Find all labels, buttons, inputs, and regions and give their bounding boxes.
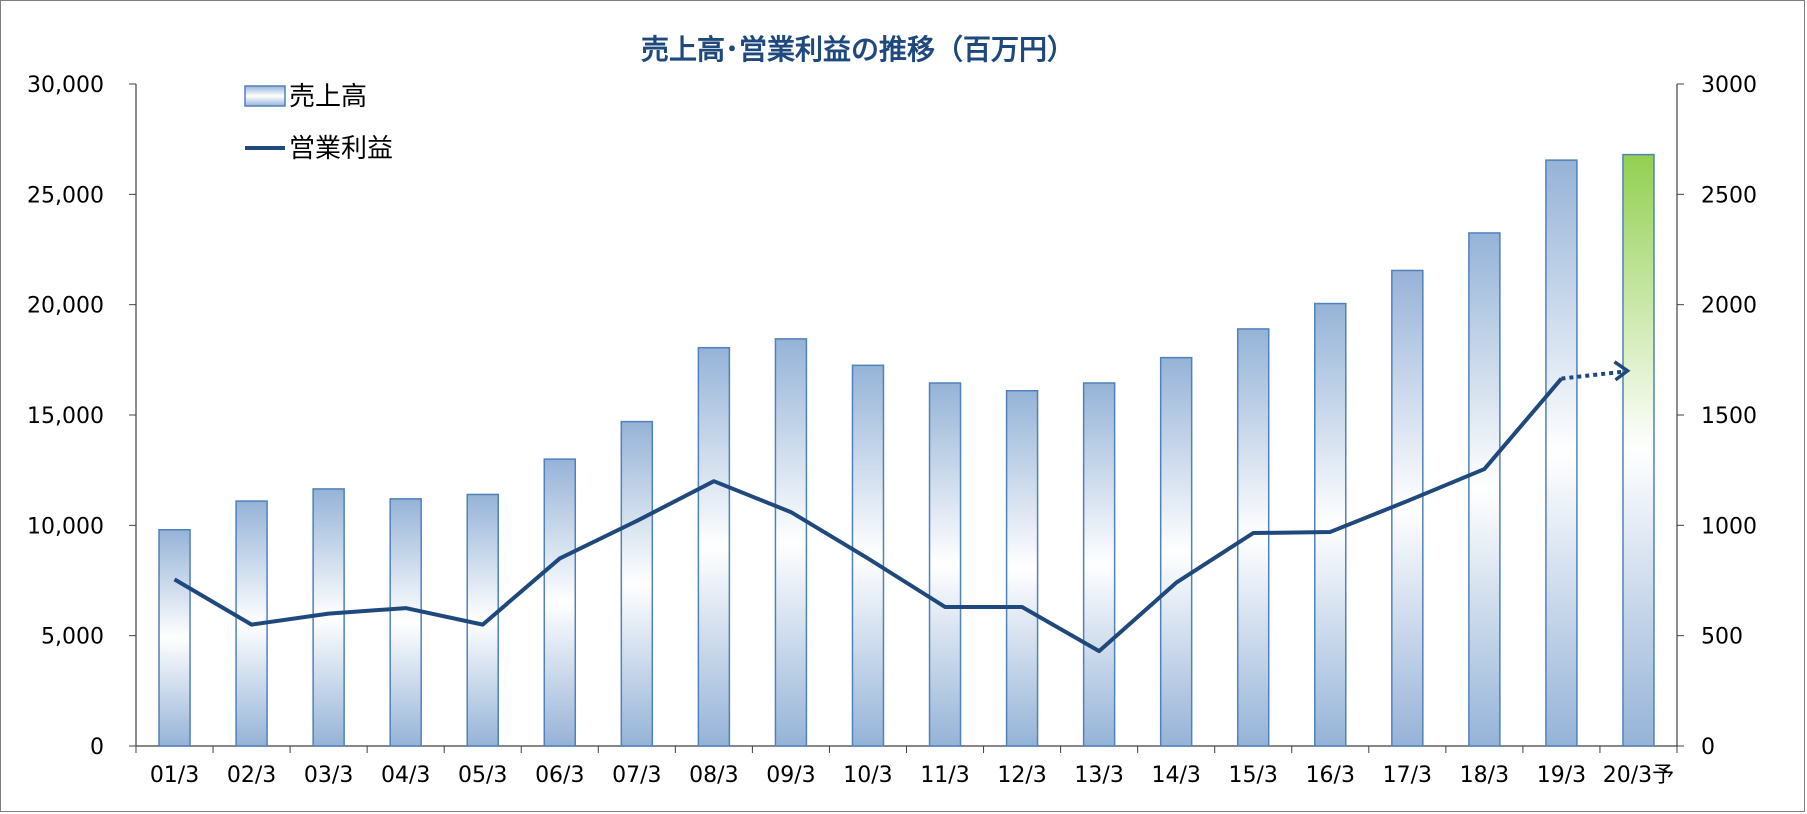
x-tick-label: 17/3: [1383, 763, 1432, 788]
x-tick-label: 18/3: [1460, 763, 1509, 788]
forecast-arrow-line: [1561, 369, 1622, 381]
y-left-tick-label: 5,000: [41, 625, 104, 650]
y-left-tick-label: 30,000: [27, 73, 104, 98]
bar: [774, 338, 808, 747]
bar: [1082, 382, 1116, 747]
y-right-tick-label: 3000: [1701, 73, 1757, 98]
legend: 売上高 営業利益: [244, 82, 393, 164]
legend-swatch-sales: [244, 85, 286, 107]
x-tick-label: 20/3予: [1603, 763, 1674, 788]
bar: [1545, 159, 1578, 747]
x-tick-label: 08/3: [689, 763, 738, 788]
bar: [543, 458, 577, 747]
bar: [697, 346, 731, 747]
bar: [466, 493, 499, 747]
x-tick-label: 10/3: [843, 763, 892, 788]
x-tick-labels: 01/3 02/3 03/3 04/3 05/3 06/3 07/3 08/3 09/3 10/3…: [150, 763, 1674, 788]
x-tick-label: 04/3: [381, 763, 430, 788]
x-tick-label: 16/3: [1306, 763, 1355, 788]
bar: [620, 420, 654, 747]
x-tick-label: 01/3: [150, 763, 199, 788]
bar: [1314, 302, 1347, 747]
x-tick-label: 11/3: [920, 763, 969, 788]
y-left-tick-label: 10,000: [27, 514, 104, 539]
forecast-arrowhead: [1613, 360, 1631, 382]
bar: [389, 498, 422, 747]
bar: [158, 528, 191, 747]
y-right-tick-labels: 0 500 1000 1500 2000 2500 3000: [1701, 73, 1757, 760]
bar: [1236, 328, 1270, 747]
chart-title: 売上高･営業利益の推移（百万円）: [641, 33, 1075, 66]
x-tick-label: 13/3: [1074, 763, 1123, 788]
bar: [1468, 232, 1501, 747]
x-tick-label: 14/3: [1151, 763, 1200, 788]
bar: [928, 382, 962, 747]
y-left-tick-label: 15,000: [27, 404, 104, 429]
y-right-tick-label: 1500: [1701, 404, 1757, 429]
profit-line-group: [173, 360, 1631, 654]
bar-forecast: [1622, 153, 1655, 747]
x-tick-label: 15/3: [1229, 763, 1278, 788]
bar: [1159, 356, 1193, 747]
y-left-tick-label: 25,000: [27, 183, 104, 208]
x-tick-label: 06/3: [535, 763, 584, 788]
y-right-tick-label: 2000: [1701, 294, 1757, 319]
legend-label-profit: 営業利益: [289, 134, 393, 164]
y-left-tick-labels: 0 5,000 10,000 15,000 20,000 25,000 30,000: [27, 73, 104, 760]
x-tick-label: 12/3: [997, 763, 1046, 788]
bar: [851, 364, 885, 747]
x-tick-label: 19/3: [1537, 763, 1586, 788]
y-left-tick-label: 0: [90, 735, 104, 760]
bar: [1005, 389, 1039, 747]
y-right-tick-label: 0: [1701, 735, 1715, 760]
y-right-tick-label: 1000: [1701, 514, 1757, 539]
legend-label-sales: 売上高: [289, 82, 367, 112]
x-tick-label: 02/3: [227, 763, 276, 788]
x-tick-label: 03/3: [304, 763, 353, 788]
bar: [1391, 269, 1424, 747]
y-left-tick-label: 20,000: [27, 294, 104, 319]
x-tick-label: 05/3: [458, 763, 507, 788]
y-right-tick-label: 2500: [1701, 183, 1757, 208]
bar: [312, 488, 345, 747]
x-tick-label: 09/3: [766, 763, 815, 788]
axes: [129, 83, 1684, 753]
y-right-tick-label: 500: [1701, 625, 1743, 650]
bars: [158, 153, 1655, 747]
x-tick-label: 07/3: [612, 763, 661, 788]
